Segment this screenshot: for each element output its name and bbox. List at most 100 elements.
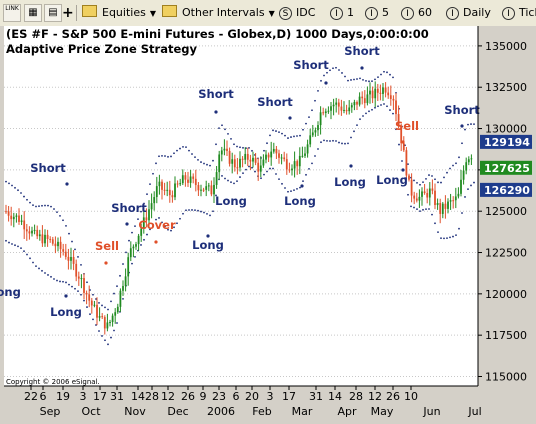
upper-band-dot — [425, 178, 427, 180]
lower-band-dot — [350, 136, 352, 139]
candle-body — [7, 211, 10, 216]
candle-body — [298, 155, 301, 167]
candle-body — [272, 148, 275, 152]
other-intervals-dropdown[interactable]: Other Intervals ▼ — [162, 4, 275, 22]
upper-band-dot — [269, 134, 271, 137]
upper-band-dot — [368, 80, 370, 83]
link-button[interactable]: LINK — [3, 4, 21, 22]
upper-band-dot — [461, 142, 463, 145]
lower-band-dot — [458, 227, 460, 230]
upper-band-dot — [206, 163, 208, 166]
candle-body — [210, 185, 213, 195]
candle-body — [114, 312, 117, 316]
signal-marker — [104, 261, 108, 265]
candle-body — [233, 159, 236, 168]
candle-body — [428, 188, 431, 198]
candle-body — [457, 193, 460, 197]
upper-band-dot — [455, 162, 457, 165]
candle-body — [54, 243, 57, 247]
upper-band-dot — [209, 164, 211, 167]
upper-band-dot — [53, 208, 55, 210]
lower-band-dot — [266, 170, 268, 173]
candle-body — [171, 195, 174, 198]
upper-band-dot — [263, 149, 265, 152]
y-tick-label: 135000 — [485, 40, 527, 53]
lower-band-dot — [227, 179, 229, 182]
price-axis: 1150001175001200001225001250001275001300… — [478, 40, 532, 383]
candle-body — [285, 159, 288, 170]
lower-band-dot — [449, 236, 451, 239]
upper-band-dot — [182, 146, 184, 148]
candle-body — [181, 175, 184, 184]
lower-band-dot — [20, 247, 22, 250]
candle-body — [101, 316, 104, 318]
candle-body — [350, 105, 353, 108]
i-circle-icon: I — [401, 7, 414, 20]
candle-body — [194, 178, 197, 186]
candle-body — [345, 109, 348, 112]
x-day-label: 6 — [233, 390, 240, 403]
candle-body — [127, 257, 130, 277]
daily-button[interactable]: I Daily — [446, 4, 491, 22]
candle-body — [376, 88, 379, 93]
i-circle-icon: I — [502, 7, 515, 20]
tick-button[interactable]: I Tick — [502, 4, 536, 22]
candle-body — [220, 150, 223, 155]
i-circle-icon: I — [446, 7, 459, 20]
signal-label: Long — [0, 285, 21, 299]
signal-label: Long — [284, 194, 316, 208]
candle-body — [363, 98, 366, 104]
upper-band-dot — [347, 79, 349, 82]
upper-band-dot — [38, 205, 40, 208]
candle-body — [59, 241, 62, 250]
candle-body — [397, 114, 400, 126]
candle-body — [124, 276, 127, 286]
candle-body — [158, 181, 161, 187]
candle-body — [239, 158, 241, 168]
lower-band-dot — [152, 223, 154, 226]
candle-body — [174, 183, 176, 198]
interval-60-button[interactable]: I 60 — [401, 4, 432, 22]
upper-band-dot — [464, 128, 466, 131]
lower-band-dot — [260, 177, 262, 180]
equities-dropdown[interactable]: Equities ▼ — [82, 4, 156, 22]
folder-icon — [82, 5, 97, 17]
candle-body — [400, 125, 403, 144]
candle-body — [33, 229, 36, 231]
x-day-label: 22 — [24, 390, 38, 403]
x-month-label: 2006 — [207, 405, 235, 418]
upper-band-dot — [389, 73, 391, 76]
candle-body — [249, 159, 252, 162]
lower-band-dot — [56, 279, 58, 282]
lower-band-dot — [77, 290, 79, 292]
upper-band-dot — [218, 127, 220, 130]
candle-body — [275, 148, 278, 154]
upper-band-dot — [221, 124, 223, 127]
lower-band-dot — [368, 110, 370, 113]
candle-body — [296, 161, 299, 167]
candle-body — [192, 176, 195, 179]
lower-band-dot — [38, 267, 40, 270]
upper-band-dot — [371, 80, 373, 83]
upper-band-dot — [428, 174, 430, 176]
grid-icon[interactable]: ▦ — [24, 4, 42, 22]
upper-band-dot — [467, 123, 469, 126]
upper-band-dot — [173, 152, 175, 155]
idc-button[interactable]: S IDC — [279, 4, 315, 22]
upper-band-dot — [5, 180, 7, 183]
candle-body — [434, 190, 436, 206]
price-chart[interactable]: Short Long Sell Long Short Cover Long Short Long… — [0, 26, 536, 424]
candle-body — [51, 239, 54, 244]
lower-band-dot — [335, 140, 337, 142]
signal-label: Short — [293, 58, 329, 72]
add-icon[interactable]: + — [62, 5, 74, 21]
print-icon[interactable]: ▤ — [44, 4, 62, 22]
lower-band-dot — [401, 160, 403, 162]
candle-body — [470, 158, 473, 160]
signal-marker — [324, 81, 328, 85]
candle-body — [106, 322, 109, 329]
lower-band-dot — [14, 244, 16, 247]
candle-body — [241, 158, 244, 160]
